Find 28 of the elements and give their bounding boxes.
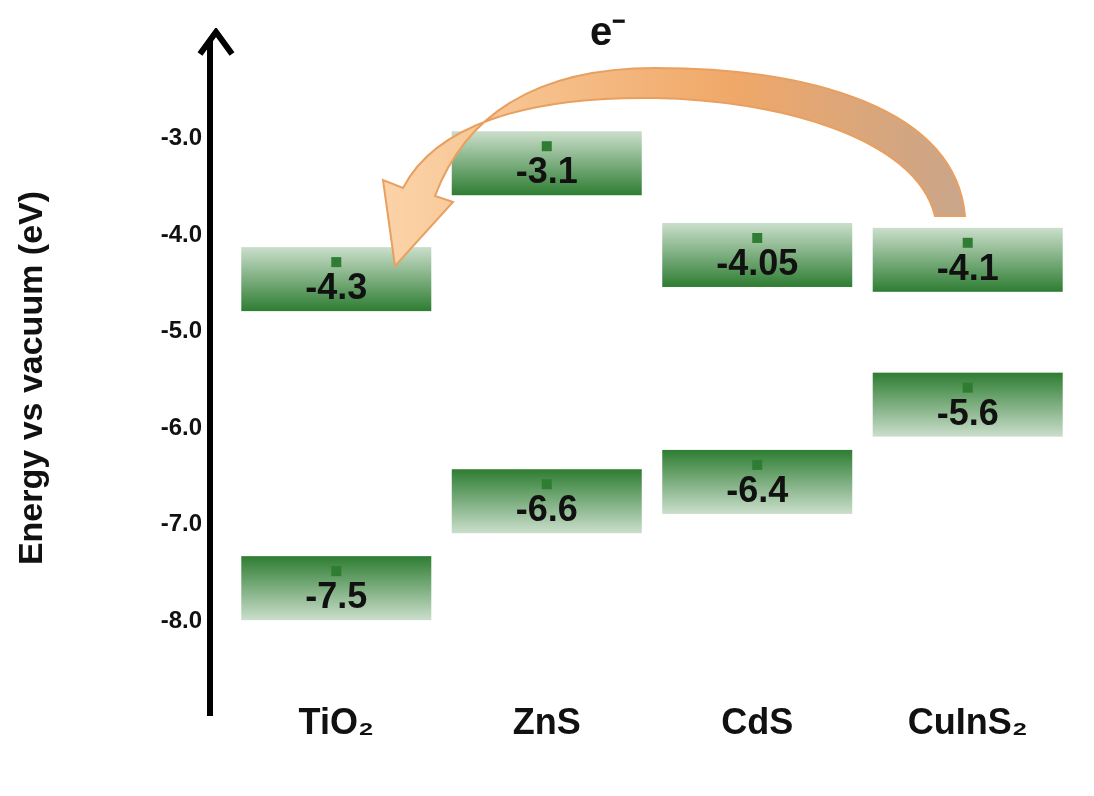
y-tick-label: -6.0 xyxy=(160,412,202,440)
point xyxy=(752,232,763,243)
point xyxy=(541,141,552,152)
y-tick-label: -3.0 xyxy=(160,123,202,151)
y-tick-label: -5.0 xyxy=(160,316,202,344)
x-tick-label: ZnS xyxy=(512,701,581,742)
data-label: -4.3 xyxy=(305,266,368,308)
y-tick-label: -7.0 xyxy=(160,509,202,537)
point xyxy=(331,257,342,268)
data-label: -4.05 xyxy=(716,241,799,283)
data-label: -6.6 xyxy=(515,488,578,530)
y-axis-title: Energy vs vacuum (eV) xyxy=(11,190,50,566)
x-tick-label: TiO₂ xyxy=(298,701,374,742)
y-tick-label: -4.0 xyxy=(160,219,202,247)
data-label: -3.1 xyxy=(515,150,578,192)
data-label: -7.5 xyxy=(305,575,368,617)
data-label: -4.1 xyxy=(936,246,999,288)
point xyxy=(541,479,552,490)
y-tick-label: -8.0 xyxy=(160,605,202,633)
point xyxy=(962,382,973,393)
annotation: e⁻ xyxy=(590,8,627,55)
x-tick-label: CdS xyxy=(721,701,794,742)
point xyxy=(752,459,763,470)
point xyxy=(962,237,973,248)
point xyxy=(331,566,342,577)
data-label: -5.6 xyxy=(936,391,999,433)
x-tick-label: CuInS₂ xyxy=(907,701,1028,742)
data-label: -6.4 xyxy=(726,468,789,510)
